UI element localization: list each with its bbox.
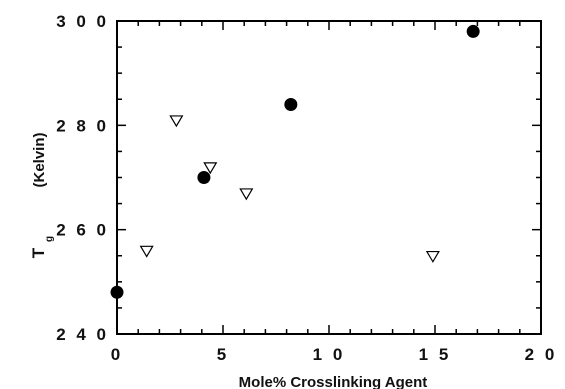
data-point-triangle (239, 188, 254, 201)
data-points (110, 24, 480, 299)
y-axis-label-symbol: T (29, 247, 48, 258)
data-point-circle (466, 24, 480, 38)
y-tick-label: 2 8 0 (56, 116, 109, 135)
x-tick-label: 1 5 (419, 345, 452, 364)
x-tick-label: 5 (217, 345, 229, 364)
data-point-circle (110, 285, 124, 299)
y-axis-label-subscript: g (44, 236, 55, 242)
y-tick-label: 3 0 0 (56, 12, 109, 31)
x-tick-label: 0 (111, 345, 123, 364)
x-tick-label: 2 0 (525, 345, 558, 364)
data-point-triangle (203, 162, 218, 175)
x-tick-label: 1 0 (313, 345, 346, 364)
plot-frame (116, 20, 542, 335)
y-axis-label-unit: (Kelvin) (31, 132, 48, 187)
tick-labels: 0 5 1 0 1 5 2 0 2 4 0 2 6 0 2 8 0 3 0 0 (56, 12, 558, 364)
data-point-circle (284, 97, 298, 111)
data-point-triangle (169, 115, 184, 128)
data-point-triangle (425, 250, 440, 263)
y-tick-label: 2 4 0 (56, 325, 109, 344)
y-tick-label: 2 6 0 (56, 221, 109, 240)
data-point-triangle (139, 245, 154, 258)
x-axis-label: Mole% Crosslinking Agent (239, 374, 428, 389)
y-axis-label: T g (Kelvin) (29, 132, 55, 258)
data-point-circle (197, 171, 211, 184)
axis-ticks (116, 20, 542, 335)
